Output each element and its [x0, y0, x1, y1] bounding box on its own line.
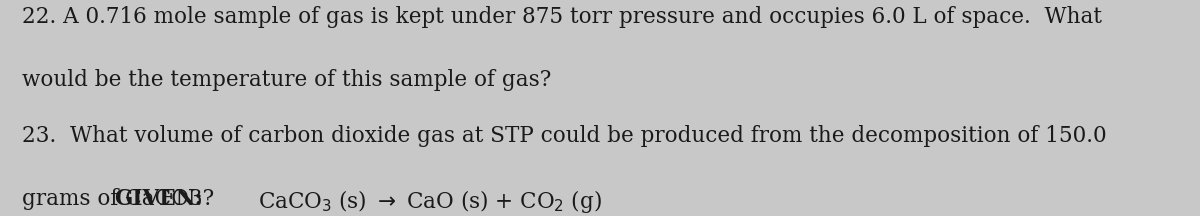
Text: 23.  What volume of carbon dioxide gas at STP could be produced from the decompo: 23. What volume of carbon dioxide gas at…	[22, 125, 1106, 147]
Text: GIVEN:: GIVEN:	[114, 188, 203, 210]
Text: 22. A 0.716 mole sample of gas is kept under 875 torr pressure and occupies 6.0 : 22. A 0.716 mole sample of gas is kept u…	[22, 6, 1102, 29]
Text: grams of CaCO3?: grams of CaCO3?	[22, 188, 214, 210]
Text: CaCO$_3$ (s) $\rightarrow$ CaO (s) + CO$_2$ (g): CaCO$_3$ (s) $\rightarrow$ CaO (s) + CO$…	[258, 188, 602, 215]
Text: would be the temperature of this sample of gas?: would be the temperature of this sample …	[22, 69, 551, 91]
